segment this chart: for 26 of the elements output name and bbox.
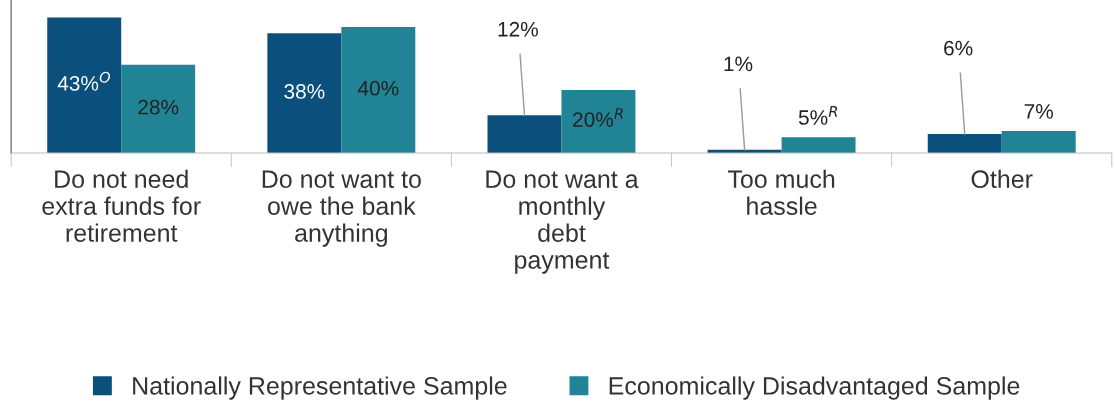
x-tick-label: Too much hassle (727, 169, 835, 215)
bar (341, 27, 416, 153)
bar (121, 64, 196, 153)
data-label: 6% (944, 40, 973, 56)
x-tick-label: Do not want a monthly debt payment (486, 170, 639, 274)
bar (47, 17, 122, 153)
x-tick-label: Other (971, 169, 1033, 189)
data-label: 20%$^{R}$ (573, 108, 623, 127)
data-label: 5%$^{R}$ (798, 106, 838, 125)
data-label: 43%$^{O}$ (57, 71, 111, 91)
bar (1001, 130, 1076, 153)
bar (781, 137, 856, 153)
data-label: 40% (357, 80, 399, 96)
bar (561, 90, 636, 153)
data-label: 1% (724, 56, 753, 72)
data-label: 12% (498, 21, 538, 37)
x-tick-label: Do not need extra funds for retirement (42, 169, 201, 242)
data-label: 38% (284, 84, 325, 99)
legend-label: Economically Disadvantaged Sample (609, 376, 1020, 400)
bar (267, 33, 342, 153)
legend-label: Nationally Representative Sample (133, 376, 507, 400)
bar (927, 134, 1002, 153)
x-tick-label: Do not want to owe the bank anything (262, 170, 421, 247)
bar (487, 115, 562, 153)
data-label: 28% (138, 99, 179, 115)
data-label: 7% (1024, 104, 1053, 119)
